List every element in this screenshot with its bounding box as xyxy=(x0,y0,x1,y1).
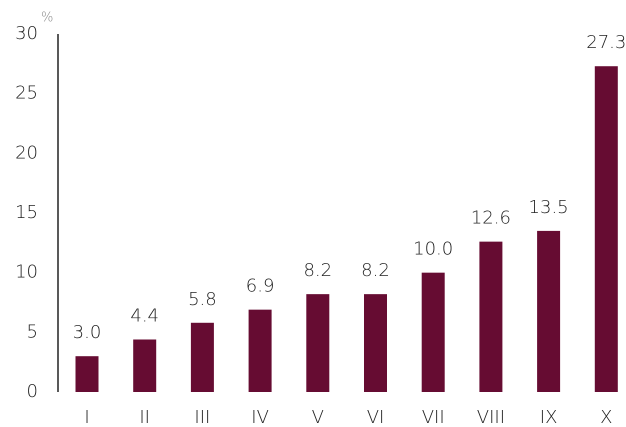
x-tick-label: V xyxy=(312,407,324,427)
bar xyxy=(75,356,99,392)
x-tick-label: IV xyxy=(251,407,269,427)
y-tick-label: 30 xyxy=(15,23,38,44)
y-tick-label: 10 xyxy=(15,262,38,283)
bar xyxy=(248,309,272,392)
y-tick-label: 0 xyxy=(27,381,38,402)
x-tick-label: VIII xyxy=(477,407,505,427)
bar xyxy=(306,294,330,392)
y-tick-label: 15 xyxy=(15,202,38,223)
bar xyxy=(364,294,387,392)
x-tick-label: VII xyxy=(422,407,445,427)
value-label: 27.3 xyxy=(586,32,626,53)
value-label: 13.5 xyxy=(529,197,569,218)
value-label: 5.8 xyxy=(188,289,217,310)
x-tick-label: III xyxy=(194,407,210,427)
value-label: 10.0 xyxy=(413,239,453,260)
value-label: 8.2 xyxy=(303,260,332,281)
bar xyxy=(190,322,214,392)
x-tick-label: IX xyxy=(540,407,558,427)
y-tick-label: 25 xyxy=(15,83,38,104)
x-tick-label: VI xyxy=(367,407,385,427)
x-tick-label: II xyxy=(139,407,150,427)
y-tick-label: 5 xyxy=(27,321,38,342)
bar xyxy=(479,241,503,392)
x-tick-label: I xyxy=(84,407,89,427)
y-tick-label: 20 xyxy=(15,142,38,163)
x-tick-label: X xyxy=(600,407,612,427)
bar xyxy=(537,230,561,392)
value-label: 6.9 xyxy=(246,276,275,297)
value-label: 8.2 xyxy=(361,260,390,281)
bar xyxy=(421,272,445,392)
bar xyxy=(594,66,618,392)
value-label: 4.4 xyxy=(130,305,159,326)
value-label: 3.0 xyxy=(73,322,102,343)
y-unit: % xyxy=(41,11,53,26)
bar xyxy=(133,339,157,392)
value-label: 12.6 xyxy=(471,208,511,229)
